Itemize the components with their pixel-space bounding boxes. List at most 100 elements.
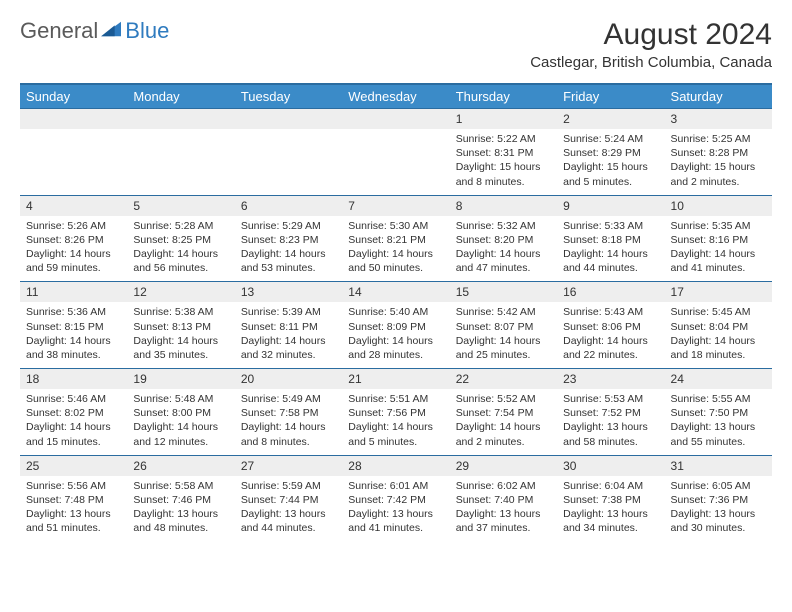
sunset-text: Sunset: 7:58 PM: [241, 406, 336, 420]
sunrise-text: Sunrise: 5:22 AM: [456, 132, 551, 146]
weekday-header-row: Sunday Monday Tuesday Wednesday Thursday…: [20, 84, 772, 109]
day-number-cell: 24: [665, 369, 772, 390]
sunrise-text: Sunrise: 5:30 AM: [348, 219, 443, 233]
daylight-text: Daylight: 14 hours and 47 minutes.: [456, 247, 551, 275]
daylight-text: Daylight: 13 hours and 48 minutes.: [133, 507, 228, 535]
sunset-text: Sunset: 8:20 PM: [456, 233, 551, 247]
day-number-row: 18192021222324: [20, 369, 772, 390]
sunrise-text: Sunrise: 5:43 AM: [563, 305, 658, 319]
day-data-cell: Sunrise: 5:24 AMSunset: 8:29 PMDaylight:…: [557, 129, 664, 195]
sunset-text: Sunset: 7:48 PM: [26, 493, 121, 507]
location-text: Castlegar, British Columbia, Canada: [530, 54, 772, 71]
day-number-cell: 11: [20, 282, 127, 303]
day-data-cell: Sunrise: 6:01 AMSunset: 7:42 PMDaylight:…: [342, 476, 449, 542]
month-title: August 2024: [530, 18, 772, 52]
day-number-cell: [20, 109, 127, 130]
sunset-text: Sunset: 8:09 PM: [348, 320, 443, 334]
day-data-row: Sunrise: 5:36 AMSunset: 8:15 PMDaylight:…: [20, 302, 772, 368]
daylight-text: Daylight: 13 hours and 58 minutes.: [563, 420, 658, 448]
day-number-cell: 15: [450, 282, 557, 303]
day-data-cell: Sunrise: 5:42 AMSunset: 8:07 PMDaylight:…: [450, 302, 557, 368]
sunset-text: Sunset: 7:44 PM: [241, 493, 336, 507]
sunset-text: Sunset: 8:31 PM: [456, 146, 551, 160]
daylight-text: Daylight: 14 hours and 18 minutes.: [671, 334, 766, 362]
day-data-cell: Sunrise: 5:29 AMSunset: 8:23 PMDaylight:…: [235, 216, 342, 282]
weekday-header: Wednesday: [342, 84, 449, 109]
day-data-cell: Sunrise: 5:39 AMSunset: 8:11 PMDaylight:…: [235, 302, 342, 368]
day-number-cell: [127, 109, 234, 130]
daylight-text: Daylight: 13 hours and 51 minutes.: [26, 507, 121, 535]
day-number-cell: [342, 109, 449, 130]
weekday-header: Sunday: [20, 84, 127, 109]
sunrise-text: Sunrise: 5:46 AM: [26, 392, 121, 406]
day-data-cell: Sunrise: 5:32 AMSunset: 8:20 PMDaylight:…: [450, 216, 557, 282]
day-data-cell: Sunrise: 5:26 AMSunset: 8:26 PMDaylight:…: [20, 216, 127, 282]
daylight-text: Daylight: 15 hours and 5 minutes.: [563, 160, 658, 188]
daylight-text: Daylight: 15 hours and 2 minutes.: [671, 160, 766, 188]
sunrise-text: Sunrise: 5:56 AM: [26, 479, 121, 493]
day-data-cell: Sunrise: 5:59 AMSunset: 7:44 PMDaylight:…: [235, 476, 342, 542]
day-data-row: Sunrise: 5:22 AMSunset: 8:31 PM Daylight:…: [20, 129, 772, 195]
day-number-cell: 22: [450, 369, 557, 390]
sunrise-text: Sunrise: 5:25 AM: [671, 132, 766, 146]
sunrise-text: Sunrise: 5:26 AM: [26, 219, 121, 233]
day-data-cell: Sunrise: 5:33 AMSunset: 8:18 PMDaylight:…: [557, 216, 664, 282]
sunrise-text: Sunrise: 6:05 AM: [671, 479, 766, 493]
day-data-row: Sunrise: 5:26 AMSunset: 8:26 PM Daylight:…: [20, 216, 772, 282]
day-data-cell: Sunrise: 5:49 AMSunset: 7:58 PMDaylight:…: [235, 389, 342, 455]
sunrise-text: Sunrise: 5:38 AM: [133, 305, 228, 319]
sunrise-text: Sunrise: 5:35 AM: [671, 219, 766, 233]
day-data-cell: [127, 129, 234, 195]
sunrise-text: Sunrise: 5:45 AM: [671, 305, 766, 319]
day-number-row: 25262728293031: [20, 455, 772, 476]
daylight-text: Daylight: 13 hours and 44 minutes.: [241, 507, 336, 535]
day-number-cell: 2: [557, 109, 664, 130]
calendar-page: General Blue August 2024 Castlegar, Brit…: [0, 0, 792, 551]
day-data-cell: Sunrise: 5:35 AMSunset: 8:16 PMDaylight:…: [665, 216, 772, 282]
sunrise-text: Sunrise: 5:33 AM: [563, 219, 658, 233]
day-number-cell: 3: [665, 109, 772, 130]
day-number-cell: 25: [20, 455, 127, 476]
day-data-cell: [20, 129, 127, 195]
day-number-cell: 8: [450, 195, 557, 216]
title-block: August 2024 Castlegar, British Columbia,…: [530, 18, 772, 71]
day-data-cell: Sunrise: 5:56 AMSunset: 7:48 PMDaylight:…: [20, 476, 127, 542]
sunset-text: Sunset: 8:11 PM: [241, 320, 336, 334]
weekday-header: Friday: [557, 84, 664, 109]
sunset-text: Sunset: 7:46 PM: [133, 493, 228, 507]
day-data-cell: Sunrise: 5:45 AMSunset: 8:04 PMDaylight:…: [665, 302, 772, 368]
sunrise-text: Sunrise: 5:29 AM: [241, 219, 336, 233]
day-number-cell: 29: [450, 455, 557, 476]
sunrise-text: Sunrise: 6:04 AM: [563, 479, 658, 493]
day-data-cell: Sunrise: 6:04 AMSunset: 7:38 PMDaylight:…: [557, 476, 664, 542]
day-number-cell: 23: [557, 369, 664, 390]
day-number-row: 123: [20, 109, 772, 130]
sunrise-text: Sunrise: 5:49 AM: [241, 392, 336, 406]
sunset-text: Sunset: 8:06 PM: [563, 320, 658, 334]
daylight-text: Daylight: 14 hours and 28 minutes.: [348, 334, 443, 362]
day-number-cell: 28: [342, 455, 449, 476]
day-number-cell: 20: [235, 369, 342, 390]
daylight-text: Daylight: 14 hours and 15 minutes.: [26, 420, 121, 448]
sunset-text: Sunset: 8:26 PM: [26, 233, 121, 247]
sunrise-text: Sunrise: 5:59 AM: [241, 479, 336, 493]
day-number-cell: 5: [127, 195, 234, 216]
sunrise-text: Sunrise: 5:52 AM: [456, 392, 551, 406]
day-data-cell: Sunrise: 5:36 AMSunset: 8:15 PMDaylight:…: [20, 302, 127, 368]
sunrise-text: Sunrise: 5:24 AM: [563, 132, 658, 146]
day-number-cell: 18: [20, 369, 127, 390]
sunset-text: Sunset: 7:56 PM: [348, 406, 443, 420]
logo-triangle-icon: [101, 20, 123, 38]
day-data-cell: Sunrise: 5:46 AMSunset: 8:02 PMDaylight:…: [20, 389, 127, 455]
sunset-text: Sunset: 7:54 PM: [456, 406, 551, 420]
daylight-text: Daylight: 13 hours and 37 minutes.: [456, 507, 551, 535]
day-data-cell: Sunrise: 5:38 AMSunset: 8:13 PMDaylight:…: [127, 302, 234, 368]
day-data-cell: Sunrise: 6:02 AMSunset: 7:40 PMDaylight:…: [450, 476, 557, 542]
sunset-text: Sunset: 8:18 PM: [563, 233, 658, 247]
day-data-cell: Sunrise: 5:25 AMSunset: 8:28 PMDaylight:…: [665, 129, 772, 195]
day-data-row: Sunrise: 5:46 AMSunset: 8:02 PMDaylight:…: [20, 389, 772, 455]
sunrise-text: Sunrise: 5:39 AM: [241, 305, 336, 319]
sunset-text: Sunset: 8:04 PM: [671, 320, 766, 334]
sunrise-text: Sunrise: 5:32 AM: [456, 219, 551, 233]
weekday-header: Thursday: [450, 84, 557, 109]
